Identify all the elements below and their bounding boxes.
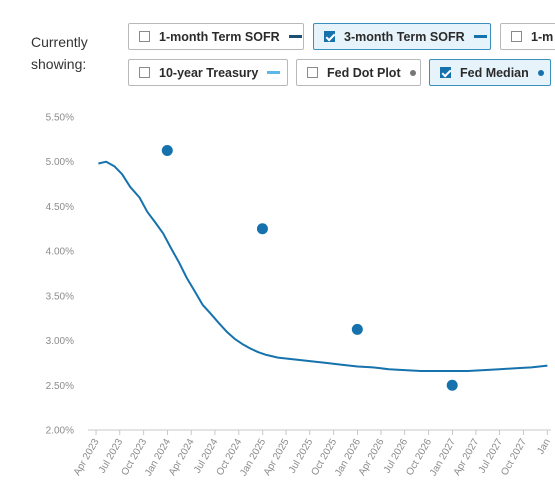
- toggle-label: 1-m: [531, 29, 554, 44]
- fed-median-point: [256, 223, 268, 235]
- checkbox[interactable]: [324, 31, 335, 42]
- series-swatch-icon: [409, 69, 416, 76]
- toggle-label: 3-month Term SOFR: [344, 29, 465, 44]
- x-tick-label: Apr 2023: [72, 437, 102, 478]
- checkbox[interactable]: [139, 31, 150, 42]
- series-swatch-icon: [288, 35, 302, 38]
- toggle-1-month-term-sofr[interactable]: 1-month Term SOFR: [128, 23, 304, 50]
- checkbox[interactable]: [440, 67, 451, 78]
- y-tick-label: 3.50%: [46, 291, 74, 302]
- toggle-fed-median[interactable]: Fed Median: [429, 59, 551, 86]
- y-tick-label: 4.50%: [46, 202, 74, 213]
- sofr-line: [98, 160, 548, 372]
- y-tick-label: 3.00%: [46, 336, 74, 347]
- series-swatch-icon: [473, 35, 487, 38]
- y-tick-label: 4.00%: [46, 247, 74, 258]
- toggle-label: 10-year Treasury: [159, 65, 259, 80]
- toggle-fed-dot-plot[interactable]: Fed Dot Plot: [296, 59, 421, 86]
- y-tick-label: 5.00%: [46, 157, 74, 168]
- currently-showing-label: Currently showing:: [31, 34, 88, 72]
- fed-median-point: [161, 145, 173, 157]
- checkbox[interactable]: [307, 67, 318, 78]
- y-tick-label: 2.00%: [46, 426, 74, 437]
- checkbox[interactable]: [139, 67, 150, 78]
- y-tick-label: 5.50%: [46, 113, 74, 124]
- toggle-label: Fed Median: [460, 65, 529, 80]
- checkbox[interactable]: [511, 31, 522, 42]
- toggle-label: 1-month Term SOFR: [159, 29, 280, 44]
- toggle-3-month-term-sofr[interactable]: 3-month Term SOFR: [313, 23, 491, 50]
- toggle-10-year-treasury[interactable]: 10-year Treasury: [128, 59, 288, 86]
- series-swatch-icon: [267, 71, 281, 74]
- fed-median-point: [446, 379, 458, 391]
- toggle-1-month-partial[interactable]: 1-m: [500, 23, 555, 50]
- toggle-label: Fed Dot Plot: [327, 65, 401, 80]
- y-tick-label: 2.50%: [46, 381, 74, 392]
- series-swatch-icon: [537, 69, 544, 76]
- x-tick-label: Jan: [535, 437, 553, 456]
- fed-median-point: [351, 323, 363, 335]
